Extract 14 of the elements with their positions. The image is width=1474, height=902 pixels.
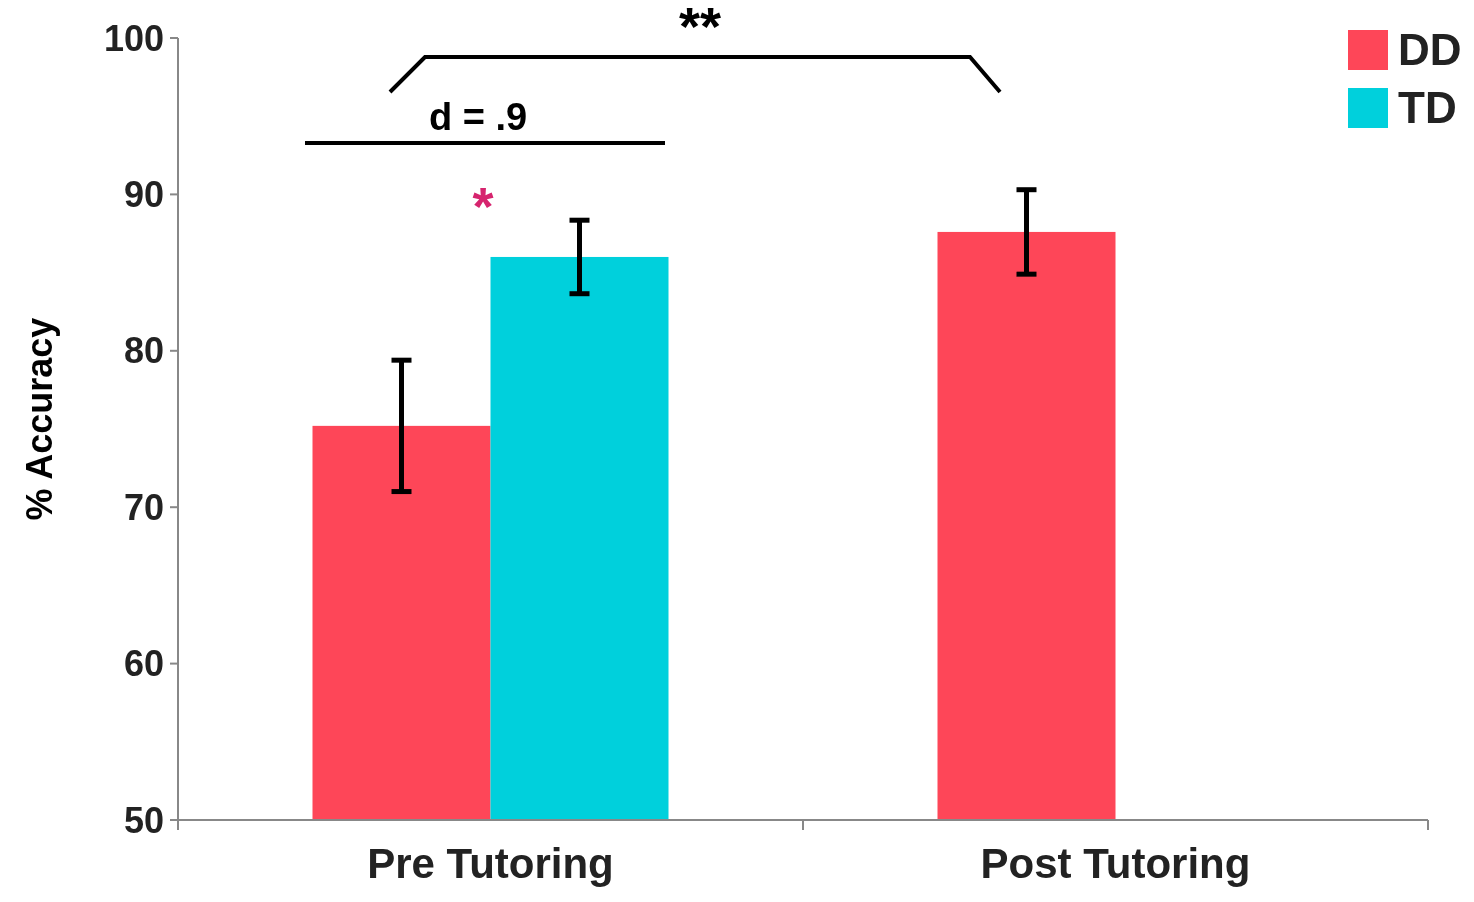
x-tick-label: Post Tutoring [980, 840, 1251, 887]
y-tick-label: 50 [123, 799, 164, 841]
y-axis-title: % Accuracy [19, 317, 60, 521]
annotation: ** [678, 0, 722, 56]
x-tick-label: Pre Tutoring [367, 840, 614, 887]
annotation: d = .9 [428, 96, 528, 138]
y-tick-label: 70 [123, 486, 164, 528]
legend-label: DD [1398, 25, 1462, 75]
annotation: * [472, 176, 494, 236]
y-tick-label: 60 [123, 643, 164, 685]
y-tick-label: 80 [123, 330, 164, 372]
legend-label: TD [1398, 83, 1457, 133]
y-tick-label: 90 [123, 174, 164, 215]
y-tick-label: 100 [103, 17, 164, 59]
